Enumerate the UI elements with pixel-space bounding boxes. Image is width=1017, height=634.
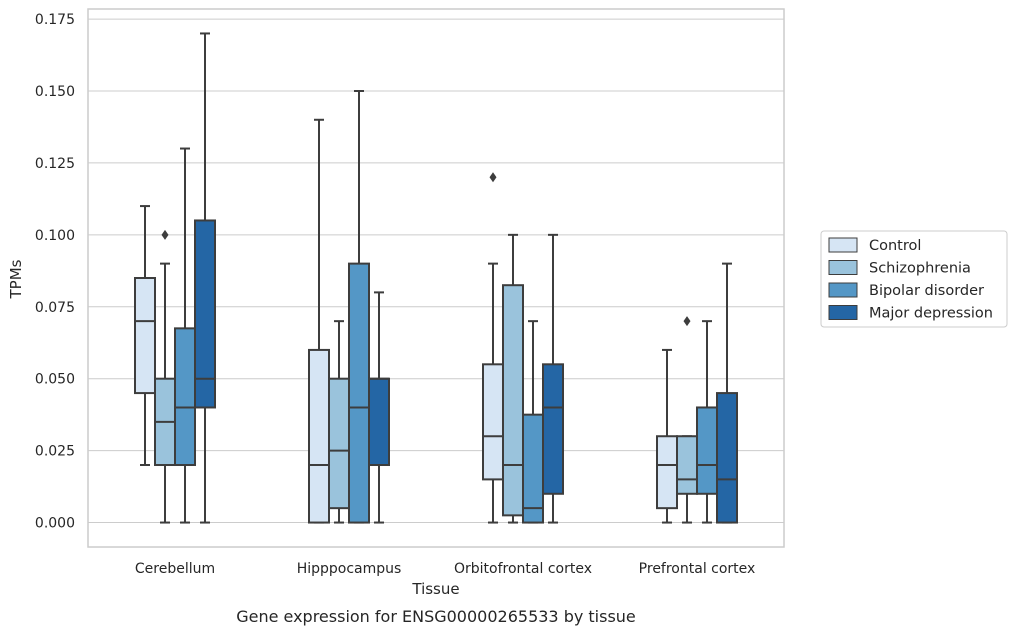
iqr-box	[542, 363, 564, 495]
y-tick-label: 0.100	[35, 228, 75, 244]
outlier-marker	[683, 316, 691, 327]
y-tick-label: 0.175	[35, 12, 75, 28]
legend-swatch	[828, 237, 858, 253]
plot-frame	[87, 8, 785, 548]
legend-swatch	[828, 305, 858, 320]
y-tick-label: 0.000	[35, 516, 75, 532]
box-bipolar-disorder	[348, 89, 370, 524]
x-tick-label: Hipppocampus	[297, 561, 402, 577]
iqr-box	[194, 219, 216, 409]
box-control	[134, 205, 156, 467]
outlier-marker	[489, 172, 497, 183]
y-tick-label: 0.150	[35, 84, 75, 100]
box-bipolar-disorder	[696, 320, 718, 524]
plot-area-border	[87, 8, 785, 548]
box-bipolar-disorder	[174, 147, 196, 524]
legend-label: Schizophrenia	[869, 261, 971, 277]
box-major-depression	[368, 291, 390, 524]
iqr-box	[348, 262, 370, 524]
iqr-box	[716, 392, 738, 524]
legend-label: Control	[869, 238, 921, 254]
box-control	[308, 118, 330, 524]
iqr-box	[174, 327, 196, 467]
legend-label: Bipolar disorder	[869, 283, 984, 299]
box-schizophrenia	[154, 229, 176, 524]
box-major-depression	[542, 233, 564, 524]
legend: Control Schizophrenia Bipolar disorder Majo…	[820, 230, 1008, 328]
box-control	[656, 348, 678, 524]
y-tick-labels: 0.000 0.025 0.050 0.075 0.100 0.125 0.150 0.175	[35, 12, 75, 531]
x-tick-label: Cerebellum	[135, 561, 215, 577]
legend-swatch	[828, 260, 858, 275]
iqr-box	[676, 435, 698, 495]
x-tick-label: Orbitofrontal cortex	[454, 561, 592, 577]
y-tick-label: 0.075	[35, 300, 75, 316]
iqr-box	[368, 377, 390, 467]
y-tick-label: 0.050	[35, 372, 75, 388]
box-plot-series	[134, 32, 738, 524]
iqr-box	[482, 363, 504, 481]
iqr-box	[522, 413, 544, 524]
legend-swatch	[828, 282, 858, 298]
iqr-box	[696, 406, 718, 495]
iqr-box	[134, 277, 156, 395]
outlier-marker	[161, 229, 169, 240]
y-tick-label: 0.025	[35, 444, 75, 460]
x-tick-label: Prefrontal cortex	[639, 561, 756, 577]
box-bipolar-disorder	[522, 320, 544, 524]
x-axis-label: Tissue	[411, 580, 459, 598]
iqr-box	[308, 348, 330, 524]
legend-label: Major depression	[869, 306, 993, 322]
chart-caption: Gene expression for ENSG00000265533 by t…	[236, 607, 636, 626]
iqr-box	[656, 435, 678, 510]
box-major-depression	[716, 262, 738, 524]
y-tick-label: 0.125	[35, 156, 75, 172]
iqr-box	[328, 377, 350, 510]
y-axis-label: TPMs	[7, 259, 25, 299]
x-tick-labels: Cerebellum Hipppocampus Orbitofrontal cort…	[135, 561, 755, 577]
iqr-box	[502, 284, 524, 517]
box-major-depression	[194, 32, 216, 524]
box-schizophrenia	[502, 233, 524, 524]
legend-frame	[820, 230, 1008, 328]
box-control	[482, 172, 504, 524]
box-schizophrenia	[328, 320, 350, 524]
box-schizophrenia	[676, 316, 698, 524]
